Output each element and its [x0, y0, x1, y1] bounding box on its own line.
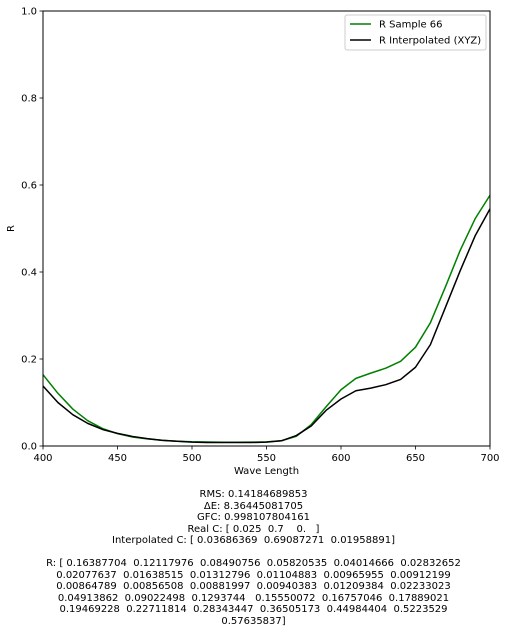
r-line-3: 0.04913862 0.09022498 0.1293744 0.155500… [57, 592, 450, 604]
gfc-text: GFC: 0.998107804161 [197, 512, 310, 523]
x-tick-label: 650 [406, 453, 425, 464]
r-line-5: 0.57635837] [221, 615, 286, 627]
x-tick-label: 600 [331, 453, 350, 464]
stats-block: RMS: 0.14184689853 ΔE: 8.36445081705 GFC… [0, 489, 507, 627]
x-tick-label: 500 [182, 453, 201, 464]
delta-e-text: ΔE: 8.36445081705 [203, 500, 304, 512]
y-tick-label: 0.2 [21, 355, 37, 366]
legend-label-0: R Sample 66 [379, 20, 443, 31]
y-tick-label: 0.6 [21, 181, 37, 192]
r-line-2: 0.00864789 0.00856508 0.00881997 0.00940… [56, 581, 451, 592]
y-tick-label: 0.8 [21, 94, 37, 105]
series-line-1 [42, 208, 491, 444]
x-tick-label: 450 [108, 453, 127, 464]
axes-layer: 400 450 500 550 600 650 700 0.0 0.2 0.4 0.6 0.8 1.0 [21, 7, 499, 465]
x-tick-label: 550 [257, 453, 276, 464]
legend-label-1: R Interpolated (XYZ) [379, 36, 481, 47]
series-layer [42, 194, 491, 444]
interpolated-c-text: Interpolated C: [ 0.03686369 0.69087271 … [112, 535, 395, 546]
x-tick-label: 700 [480, 453, 499, 464]
r-line-4: 0.19469228 0.22711814 0.28343447 0.36505… [59, 604, 448, 615]
rms-text: RMS: 0.14184689853 [199, 489, 308, 500]
x-axis-label: Wave Length [234, 466, 299, 477]
r-line-1: 0.02077637 0.01638515 0.01312796 0.01104… [56, 569, 451, 581]
y-axis-label: R [6, 225, 17, 232]
legend-box [344, 14, 487, 51]
line-chart: 400 450 500 550 600 650 7000.00.20.40.60.81.0 … [6, 7, 500, 478]
real-c-text: Real C: [ 0.025 0.7 0. ] [187, 523, 320, 535]
legend: R Sample 66 R Interpolated (XYZ) [344, 14, 487, 51]
y-tick-label: 0.4 [21, 268, 37, 279]
blank-line [0, 547, 507, 559]
r-line-0: R: [ 0.16387704 0.12117976 0.08490756 0.… [46, 558, 461, 569]
y-tick-label: 0.0 [21, 442, 37, 453]
plot-area [43, 11, 490, 446]
x-tick-label: 400 [33, 453, 52, 464]
y-tick-label: 1.0 [21, 7, 37, 18]
